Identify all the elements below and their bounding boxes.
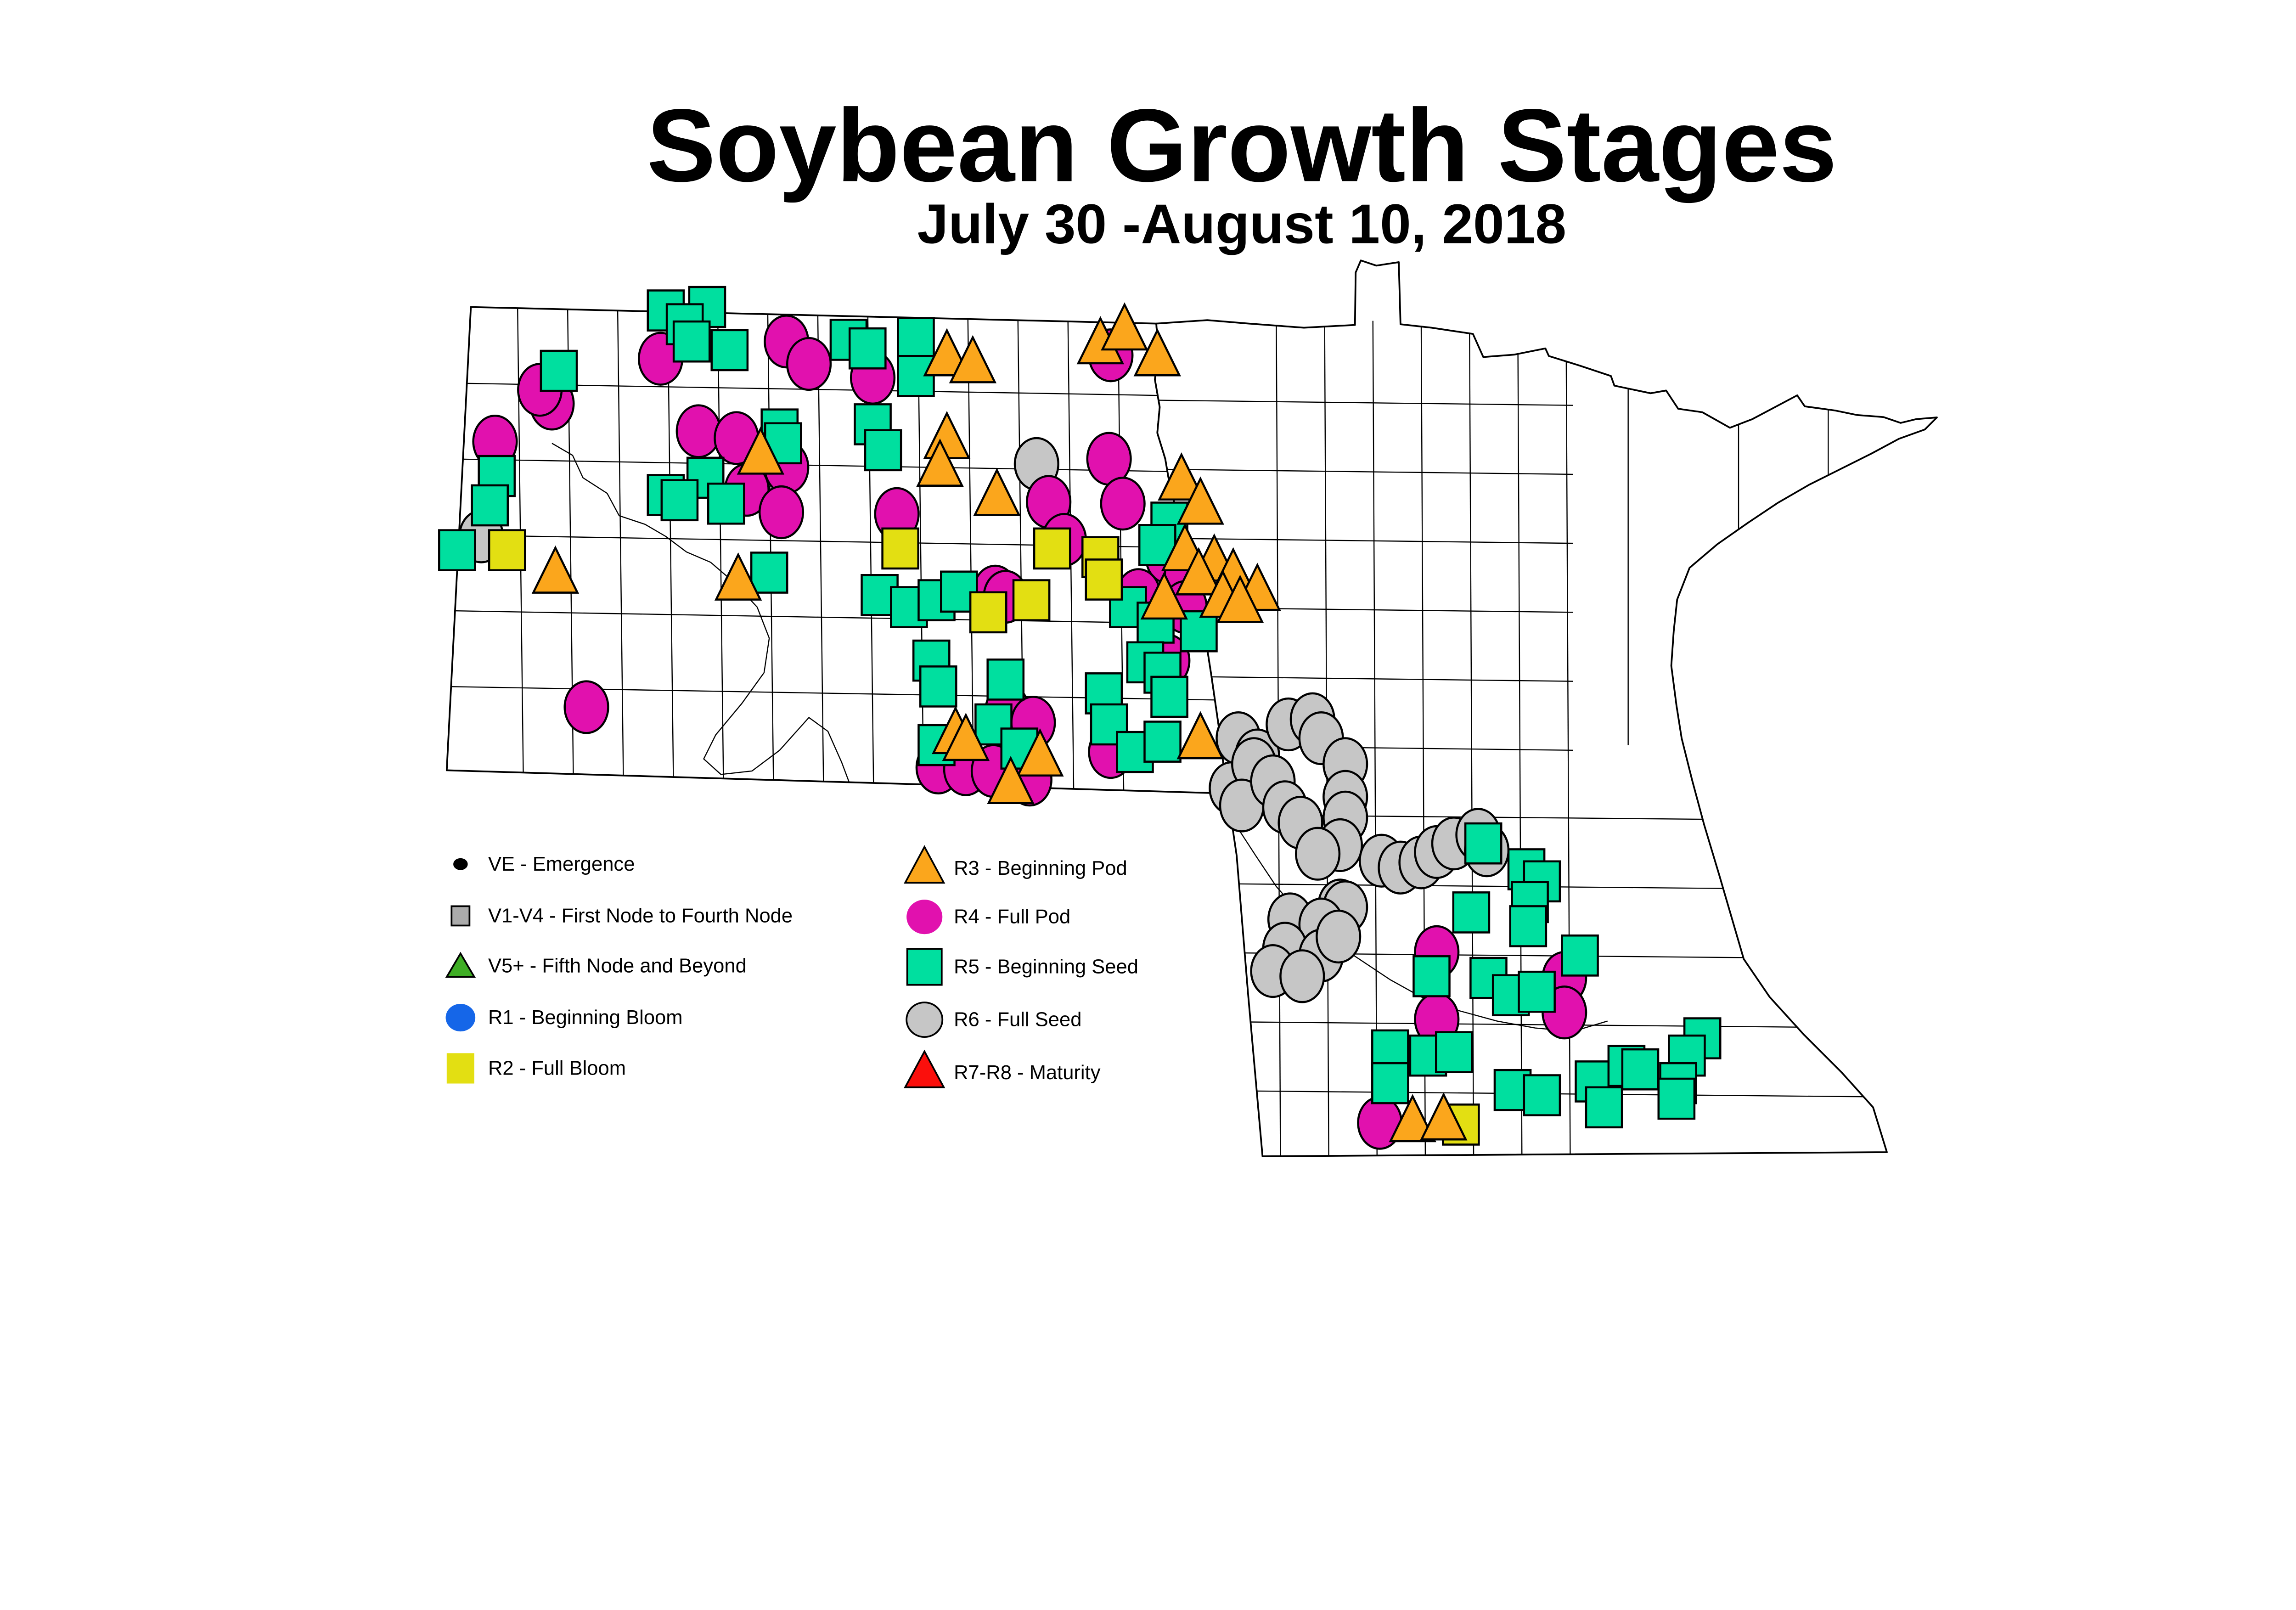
map-marker-r5 bbox=[672, 320, 711, 363]
marker-layer bbox=[438, 286, 1722, 1150]
legend-label: R3 - Beginning Pod bbox=[954, 857, 1127, 879]
map-marker-r6 bbox=[1316, 909, 1362, 964]
legend-label: VE - Emergence bbox=[488, 853, 635, 875]
map-marker-r2 bbox=[881, 527, 919, 570]
map-marker-r5 bbox=[986, 659, 1025, 701]
map-marker-r6 bbox=[1295, 827, 1341, 881]
square-legend-icon bbox=[906, 948, 943, 986]
map-marker-r6 bbox=[1279, 949, 1325, 1003]
legend-item-r4: R4 - Full Pod bbox=[906, 900, 1070, 934]
map-marker-r5 bbox=[471, 484, 509, 527]
map-marker-r5 bbox=[1561, 934, 1599, 977]
map-marker-r3 bbox=[1216, 574, 1264, 623]
square-legend-icon bbox=[446, 1053, 474, 1084]
map-marker-r2 bbox=[1085, 558, 1123, 601]
legend-label: R2 - Full Bloom bbox=[488, 1057, 626, 1079]
map-marker-r3 bbox=[1420, 1092, 1468, 1141]
legend-item-ve: VE - Emergence bbox=[453, 853, 635, 875]
map-marker-r5 bbox=[1143, 721, 1182, 763]
map-marker-r3 bbox=[987, 756, 1035, 805]
legend-item-r1: R1 - Beginning Bloom bbox=[445, 1003, 683, 1032]
legend-label: R7-R8 - Maturity bbox=[954, 1062, 1101, 1084]
map-marker-r3 bbox=[531, 545, 580, 594]
legend-item-r3: R3 - Beginning Pod bbox=[904, 845, 1127, 884]
legend-item-r5: R5 - Beginning Seed bbox=[906, 948, 1138, 986]
map-marker-r5 bbox=[1585, 1086, 1623, 1129]
map-marker-r3 bbox=[973, 467, 1021, 516]
map-marker-r3 bbox=[1133, 328, 1181, 377]
map-marker-r3 bbox=[1158, 452, 1205, 501]
map-marker-r2 bbox=[969, 591, 1007, 634]
map-marker-r3 bbox=[1389, 1094, 1436, 1143]
square-legend-icon bbox=[450, 905, 471, 927]
map-marker-r5 bbox=[848, 327, 887, 370]
map-marker-r4 bbox=[675, 404, 721, 458]
map-marker-r3 bbox=[923, 328, 971, 377]
page-title: Soybean Growth Stages bbox=[647, 87, 1837, 203]
circle-legend-icon bbox=[906, 900, 943, 934]
map-marker-r3 bbox=[1140, 571, 1188, 620]
map-marker-r2 bbox=[1033, 527, 1071, 570]
map-marker-r5 bbox=[919, 665, 957, 708]
soybean-growth-stages-page: Soybean Growth Stages July 30 -August 10… bbox=[438, 87, 1938, 1157]
map-marker-r5 bbox=[1518, 970, 1556, 1013]
map-marker-r3 bbox=[949, 335, 997, 383]
circle-legend-icon bbox=[906, 1002, 944, 1038]
legend-item-r7-r8: R7-R8 - Maturity bbox=[904, 1049, 1101, 1088]
map-marker-r5 bbox=[1464, 822, 1503, 865]
map-marker-r3 bbox=[1101, 302, 1148, 351]
map-marker-r5 bbox=[1435, 1031, 1473, 1073]
map-marker-r3 bbox=[714, 552, 762, 601]
map-marker-r2 bbox=[1012, 579, 1051, 621]
map-marker-r3 bbox=[737, 426, 785, 475]
map-marker-r4 bbox=[563, 680, 609, 734]
legend-label: R6 - Full Seed bbox=[954, 1009, 1081, 1031]
triangle-legend-icon bbox=[445, 951, 476, 978]
map-marker-r5 bbox=[1657, 1077, 1696, 1120]
map-marker-r5 bbox=[897, 317, 935, 359]
map-marker-r4 bbox=[758, 485, 805, 540]
legend-item-v5+: V5+ - Fifth Node and Beyond bbox=[445, 951, 747, 978]
legend: VE - Emergence V1-V4 - First Node to Four… bbox=[445, 845, 1138, 1088]
map-marker-r2 bbox=[488, 529, 526, 571]
map-marker-r5 bbox=[710, 329, 749, 372]
legend-label: R4 - Full Pod bbox=[954, 906, 1070, 928]
map-marker-r5 bbox=[1371, 1062, 1409, 1104]
map-marker-r5 bbox=[864, 429, 902, 472]
map-marker-r3 bbox=[1175, 547, 1223, 596]
legend-item-r6: R6 - Full Seed bbox=[906, 1002, 1081, 1038]
map-marker-r3 bbox=[942, 713, 990, 761]
circle-legend-icon bbox=[445, 1003, 476, 1032]
legend-label: V5+ - Fifth Node and Beyond bbox=[488, 955, 747, 977]
triangle-legend-icon bbox=[904, 1049, 945, 1088]
map-marker-r5 bbox=[1621, 1048, 1660, 1091]
map-marker-r3 bbox=[1016, 728, 1064, 777]
map-marker-r3 bbox=[916, 438, 964, 487]
map-marker-r5 bbox=[660, 479, 699, 522]
map-marker-r5 bbox=[1523, 1074, 1561, 1116]
legend-item-r2: R2 - Full Bloom bbox=[446, 1053, 626, 1084]
map-marker-r5 bbox=[540, 349, 578, 392]
map-canvas: Soybean Growth Stages July 30 -August 10… bbox=[438, 87, 1938, 1157]
map-marker-r5 bbox=[1412, 955, 1451, 997]
page-subtitle: July 30 -August 10, 2018 bbox=[917, 193, 1567, 255]
map-marker-r4 bbox=[786, 337, 832, 391]
legend-label: R5 - Beginning Seed bbox=[954, 956, 1138, 978]
map-marker-r5 bbox=[750, 552, 788, 594]
missouri-river bbox=[551, 443, 853, 790]
map-marker-r5 bbox=[438, 529, 476, 571]
map-marker-r3 bbox=[1176, 476, 1224, 525]
legend-item-v1-v4: V1-V4 - First Node to Fourth Node bbox=[450, 905, 793, 927]
map-marker-r3 bbox=[1176, 711, 1224, 760]
legend-label: V1-V4 - First Node to Fourth Node bbox=[488, 905, 793, 927]
legend-label: R1 - Beginning Bloom bbox=[488, 1007, 683, 1029]
triangle-legend-icon bbox=[904, 845, 945, 884]
minnesota-river bbox=[1232, 821, 1608, 1032]
map-marker-r5 bbox=[1509, 905, 1548, 947]
dot-legend-icon bbox=[453, 858, 468, 870]
map-marker-r5 bbox=[707, 482, 745, 525]
map-marker-r5 bbox=[1150, 676, 1188, 718]
map-marker-r4 bbox=[1100, 477, 1146, 531]
map-marker-r5 bbox=[1452, 891, 1491, 934]
